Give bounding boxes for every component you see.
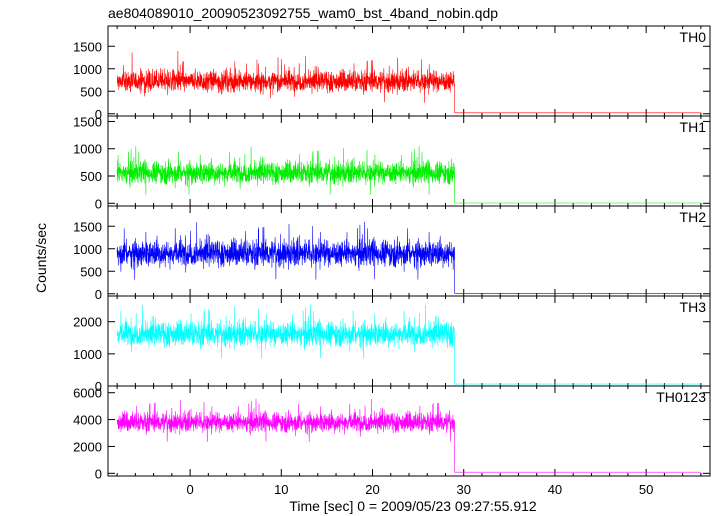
series-line-th0123 <box>116 398 701 473</box>
panel-label: TH0123 <box>656 389 706 405</box>
y-tick-label: 0 <box>95 287 102 302</box>
y-axis-label: Counts/sec <box>33 223 49 293</box>
x-tick-label: 40 <box>548 482 562 497</box>
y-tick-label: 500 <box>80 264 102 279</box>
x-axis-label: Time [sec] 0 = 2009/05/23 09:27:55.912 <box>289 498 537 514</box>
series-line-th1 <box>116 146 701 204</box>
panel-label: TH1 <box>680 119 707 135</box>
series-line-th3 <box>116 304 701 385</box>
panel-th3: 0 1000 2000 TH3 <box>73 295 711 394</box>
y-tick-label: 0 <box>95 196 102 211</box>
y-tick-label: 1000 <box>73 242 102 257</box>
y-tick-label: 500 <box>80 84 102 99</box>
panel-frame <box>107 25 711 117</box>
chart-title: ae804089010_20090523092755_wam0_bst_4ban… <box>108 5 498 21</box>
panel-frame <box>107 115 711 207</box>
y-tick-label: 0 <box>95 466 102 481</box>
x-tick-label: 30 <box>456 482 470 497</box>
y-tick-label: 1500 <box>73 219 102 234</box>
y-tick-label: 1500 <box>73 39 102 54</box>
y-tick-label: 0 <box>95 107 102 122</box>
y-tick-label: 1000 <box>73 62 102 77</box>
y-tick-label: 6000 <box>73 386 102 401</box>
panel-frame <box>107 385 711 477</box>
panel-th1: 0 500 1000 1500 TH1 <box>73 114 711 211</box>
panel-th2: 0 500 1000 1500 TH2 <box>73 205 711 302</box>
panel-label: TH2 <box>680 209 707 225</box>
y-tick-label: 2000 <box>73 315 102 330</box>
series-line-th0 <box>116 50 701 114</box>
panel-th0: 0 500 1000 1500 TH0 <box>73 25 711 122</box>
x-tick-label: 20 <box>365 482 379 497</box>
y-tick-label: 1000 <box>73 142 102 157</box>
y-tick-label: 500 <box>80 169 102 184</box>
panel-label: TH3 <box>680 299 707 315</box>
x-tick-label: 0 <box>186 482 193 497</box>
series-line-th2 <box>116 221 701 294</box>
x-tick-label: 50 <box>639 482 653 497</box>
y-tick-label: 4000 <box>73 413 102 428</box>
panel-th0123: 0 2000 4000 6000 TH0123 <box>73 385 711 481</box>
y-tick-label: 0 <box>95 379 102 394</box>
x-tick-label: 10 <box>274 482 288 497</box>
y-tick-label: 1000 <box>73 347 102 362</box>
y-tick-label: 2000 <box>73 439 102 454</box>
panel-label: TH0 <box>680 29 707 45</box>
y-tick-label: 1500 <box>73 114 102 129</box>
